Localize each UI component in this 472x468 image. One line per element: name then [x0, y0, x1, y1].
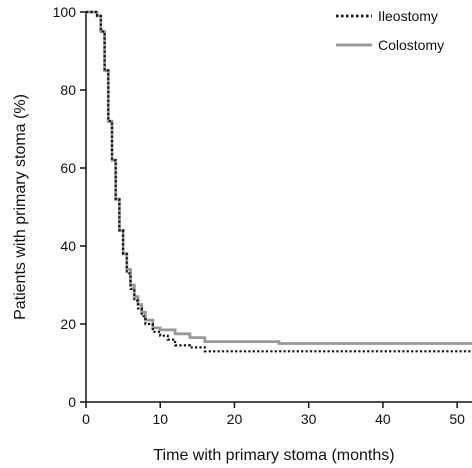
series-line-ileostomy: [86, 10, 472, 353]
x-tick-label: 20: [227, 411, 243, 427]
x-tick-label: 40: [375, 411, 391, 427]
y-tick-label: 60: [60, 160, 76, 176]
y-tick-label: 0: [68, 394, 76, 410]
x-ticks: 0 10 20 30 40 50: [82, 402, 465, 427]
y-tick-label: 20: [60, 316, 76, 332]
y-axis-title: Patients with primary stoma (%): [12, 94, 29, 320]
y-tick-label: 100: [53, 4, 77, 20]
x-tick-label: 30: [301, 411, 317, 427]
legend-label-colostomy: Colostomy: [378, 37, 444, 53]
x-tick-label: 50: [449, 411, 465, 427]
legend: Ileostomy Colostomy: [336, 8, 444, 53]
x-axis-title: Time with primary stoma (months): [153, 447, 394, 464]
y-ticks: 0 20 40 60 80 100: [53, 4, 86, 410]
series-layer: [86, 10, 472, 353]
x-tick-label: 10: [152, 411, 168, 427]
y-tick-label: 80: [60, 82, 76, 98]
legend-label-ileostomy: Ileostomy: [378, 8, 438, 24]
y-tick-label: 40: [60, 238, 76, 254]
x-tick-label: 0: [82, 411, 90, 427]
axes: 0 10 20 30 40 50 0 20 40 60 80 100: [53, 4, 472, 427]
series-line-colostomy: [86, 10, 472, 345]
